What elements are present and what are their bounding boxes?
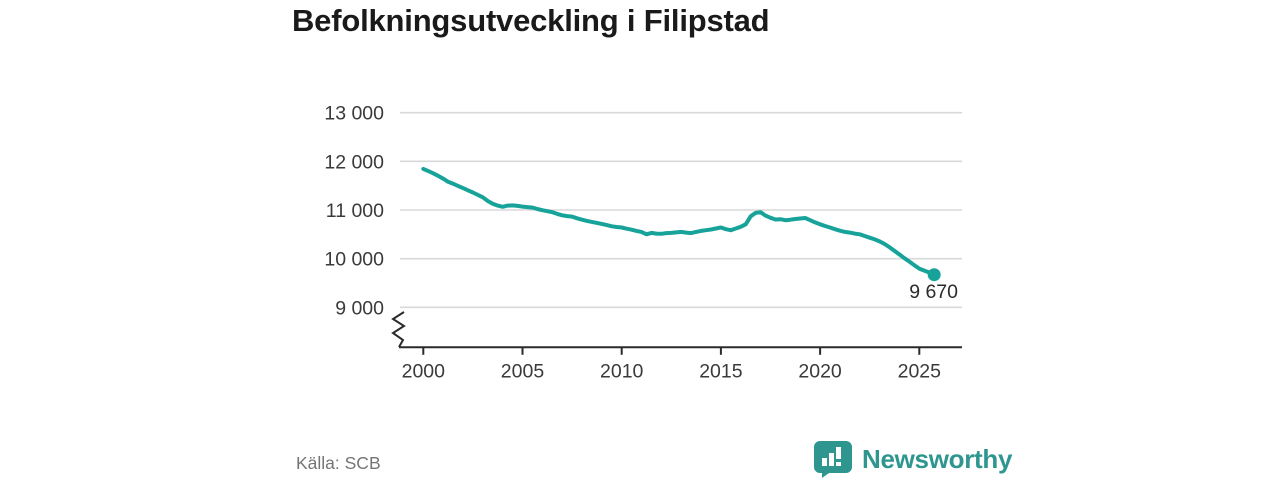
- newsworthy-logo: Newsworthy: [813, 440, 1012, 478]
- population-line: [421, 166, 937, 277]
- newsworthy-bubble-chart-icon: [814, 441, 852, 478]
- y-tick-label: 13 000: [324, 103, 384, 125]
- y-tick-label: 11 000: [326, 200, 384, 222]
- y-tick-label: 12 000: [324, 151, 384, 173]
- last-value-label: 9 670: [909, 281, 958, 303]
- last-point-dot: [927, 268, 941, 282]
- source-label: Källa: SCB: [296, 453, 381, 473]
- y-tick-label: 10 000: [324, 249, 384, 271]
- axis-break-icon: [391, 311, 406, 348]
- chart-title: Befolkningsutveckling i Filipstad: [292, 3, 770, 38]
- x-tick-label: 2015: [699, 360, 743, 382]
- x-tick-label: 2000: [402, 360, 446, 382]
- x-tick-label: 2005: [501, 360, 545, 382]
- x-tick-label: 2010: [600, 360, 644, 382]
- y-tick-label: 9 000: [335, 297, 384, 319]
- x-tick-label: 2025: [898, 360, 942, 382]
- x-tick-label: 2020: [798, 360, 842, 382]
- newsworthy-wordmark: Newsworthy: [862, 444, 1013, 474]
